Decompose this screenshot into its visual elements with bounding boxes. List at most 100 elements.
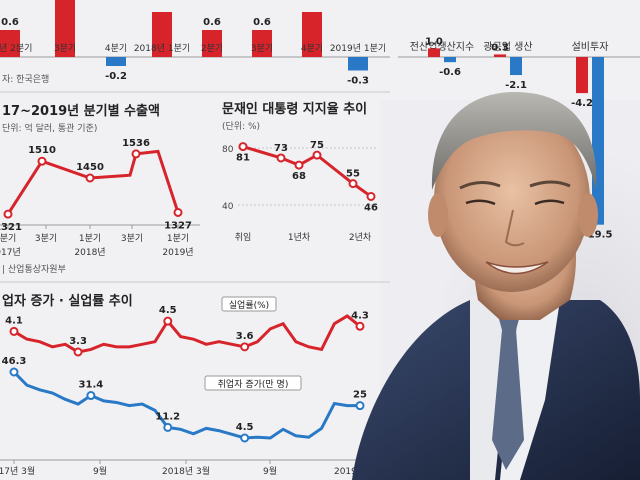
gdp-category-label: 4분기	[301, 43, 323, 54]
approval-panel: 문재인 대통령 지지율 추이 (단위: %) 80 40 81 73 68 75 55 46 취…	[222, 101, 378, 243]
export-tick-label: 분기	[0, 233, 16, 244]
employment-line	[12, 370, 360, 440]
approval-value-label: 73	[274, 143, 288, 154]
unemployment-value-label: 4.5	[159, 305, 177, 316]
approval-point	[276, 153, 286, 163]
gdp-source: 자: 한국은행	[2, 73, 49, 85]
export-panel: 17~2019년 분기별 수출액 단위: 억 달러, 통관 기준) 1321 15…	[0, 103, 200, 275]
industry-bar	[494, 54, 506, 57]
president-photo	[352, 92, 640, 480]
industry-bar	[576, 57, 588, 94]
approval-ytick: 40	[222, 202, 234, 212]
unemployment-point	[355, 321, 365, 331]
employment-value-label: 46.3	[2, 356, 27, 367]
unemployment-value-label: 3.6	[236, 331, 254, 342]
export-tick-year: 017년	[0, 247, 21, 258]
right-ear	[578, 193, 598, 237]
gdp-bar	[348, 57, 368, 71]
employment-xtick-label: 017년 3월	[0, 465, 35, 477]
face	[434, 108, 590, 292]
unemployment-point	[163, 316, 173, 326]
export-point	[173, 207, 183, 217]
gdp-bar	[106, 57, 126, 66]
unemployment-line	[13, 314, 361, 354]
gdp-bar	[0, 30, 20, 57]
export-point	[3, 209, 13, 219]
unemployment-point	[73, 347, 83, 357]
industry-value-label: 1.0	[425, 36, 443, 47]
employment-point	[355, 401, 365, 411]
left-eye	[465, 199, 496, 206]
export-value-label: 1510	[28, 145, 56, 156]
employment-point	[86, 391, 96, 401]
industry-value-label: 0.3	[491, 42, 509, 53]
unemployment-point	[9, 326, 19, 336]
industry-bar	[444, 57, 456, 63]
export-title: 17~2019년 분기별 수출액	[2, 103, 160, 119]
unemployment-value-label: 4.1	[5, 315, 23, 326]
left-eyebrow	[459, 181, 501, 190]
export-value-label: 1536	[122, 138, 150, 149]
unemployment-value-label: 3.3	[69, 336, 87, 347]
employment-xtick-label: 9월	[263, 465, 277, 477]
employment-point	[240, 433, 250, 443]
approval-value-label: 46	[364, 202, 378, 213]
approval-point	[366, 191, 376, 201]
gdp-category-label: 3분기	[251, 43, 273, 54]
nose	[504, 209, 525, 247]
approval-unit: (단위: %)	[222, 121, 260, 132]
export-tick-label: 1분기	[79, 233, 101, 244]
employment-tag-label: 취업자 증가(만 명)	[218, 379, 289, 390]
gdp-category-label: 3분기	[54, 43, 76, 54]
export-unit: 단위: 억 달러, 통관 기준)	[2, 122, 97, 134]
right-eye	[534, 199, 565, 206]
approval-xtick-label: 취임	[235, 231, 252, 243]
gdp-value-label: -0.2	[105, 71, 127, 82]
industry-value-label: -4.2	[571, 98, 593, 109]
gdp-value-label: 0.6	[203, 17, 221, 28]
export-value-label: 1321	[0, 222, 22, 233]
employment-point	[9, 367, 19, 377]
gdp-bar	[152, 12, 172, 57]
employment-value-label: 31.4	[79, 380, 104, 391]
employment-xtick-label: 2018년 3월	[162, 465, 210, 477]
approval-title: 문재인 대통령 지지율 추이	[222, 101, 367, 117]
employment-tag	[204, 375, 302, 391]
employment-value-label: 11.2	[155, 411, 180, 422]
left-ear	[428, 193, 448, 237]
export-source: | 산업통상자원부	[2, 264, 66, 275]
export-tick-year: 2018년	[74, 247, 105, 258]
employment-value-label: 25	[353, 390, 367, 401]
industry-value-label: -19.5	[584, 230, 613, 241]
industry-value-label: -2.1	[505, 80, 527, 91]
smile	[485, 261, 549, 275]
employment-title: 업자 증가 · 실업률 추이	[2, 293, 133, 309]
approval-point	[348, 179, 358, 189]
industry-category-label: 광공업 생산	[483, 40, 532, 53]
export-tick-label: 3분기	[121, 233, 143, 244]
approval-point	[294, 160, 304, 170]
industry-category-label: 설비투자	[572, 41, 609, 53]
approval-ytick: 80	[222, 145, 234, 155]
approval-xtick-label: 1년차	[288, 231, 311, 243]
gdp-panel: 0.6 17년 2분기 3분기 -0.2 4분기 2018년 1분기 0.6 2분기 0.6 3분…	[0, 0, 390, 87]
right-eyebrow	[529, 180, 571, 188]
approval-value-label: 75	[310, 140, 324, 151]
export-point	[85, 173, 95, 183]
unemployment-value-label: 4.3	[351, 310, 369, 321]
approval-value-label: 68	[292, 171, 306, 182]
gdp-value-label: 0.6	[253, 17, 271, 28]
hair	[431, 92, 597, 190]
gdp-value-label: 0.6	[1, 17, 19, 28]
export-tick-label: 3분기	[35, 233, 57, 244]
gdp-category-label: 17년 2분기	[0, 43, 32, 54]
unemployment-tag	[221, 296, 277, 312]
industry-category-label: 전산업생산지수	[410, 40, 474, 53]
approval-point	[312, 150, 322, 160]
gdp-bar	[302, 12, 322, 57]
employment-value-label: 4.5	[236, 422, 254, 433]
industry-bar	[510, 57, 522, 76]
export-point	[131, 149, 141, 159]
